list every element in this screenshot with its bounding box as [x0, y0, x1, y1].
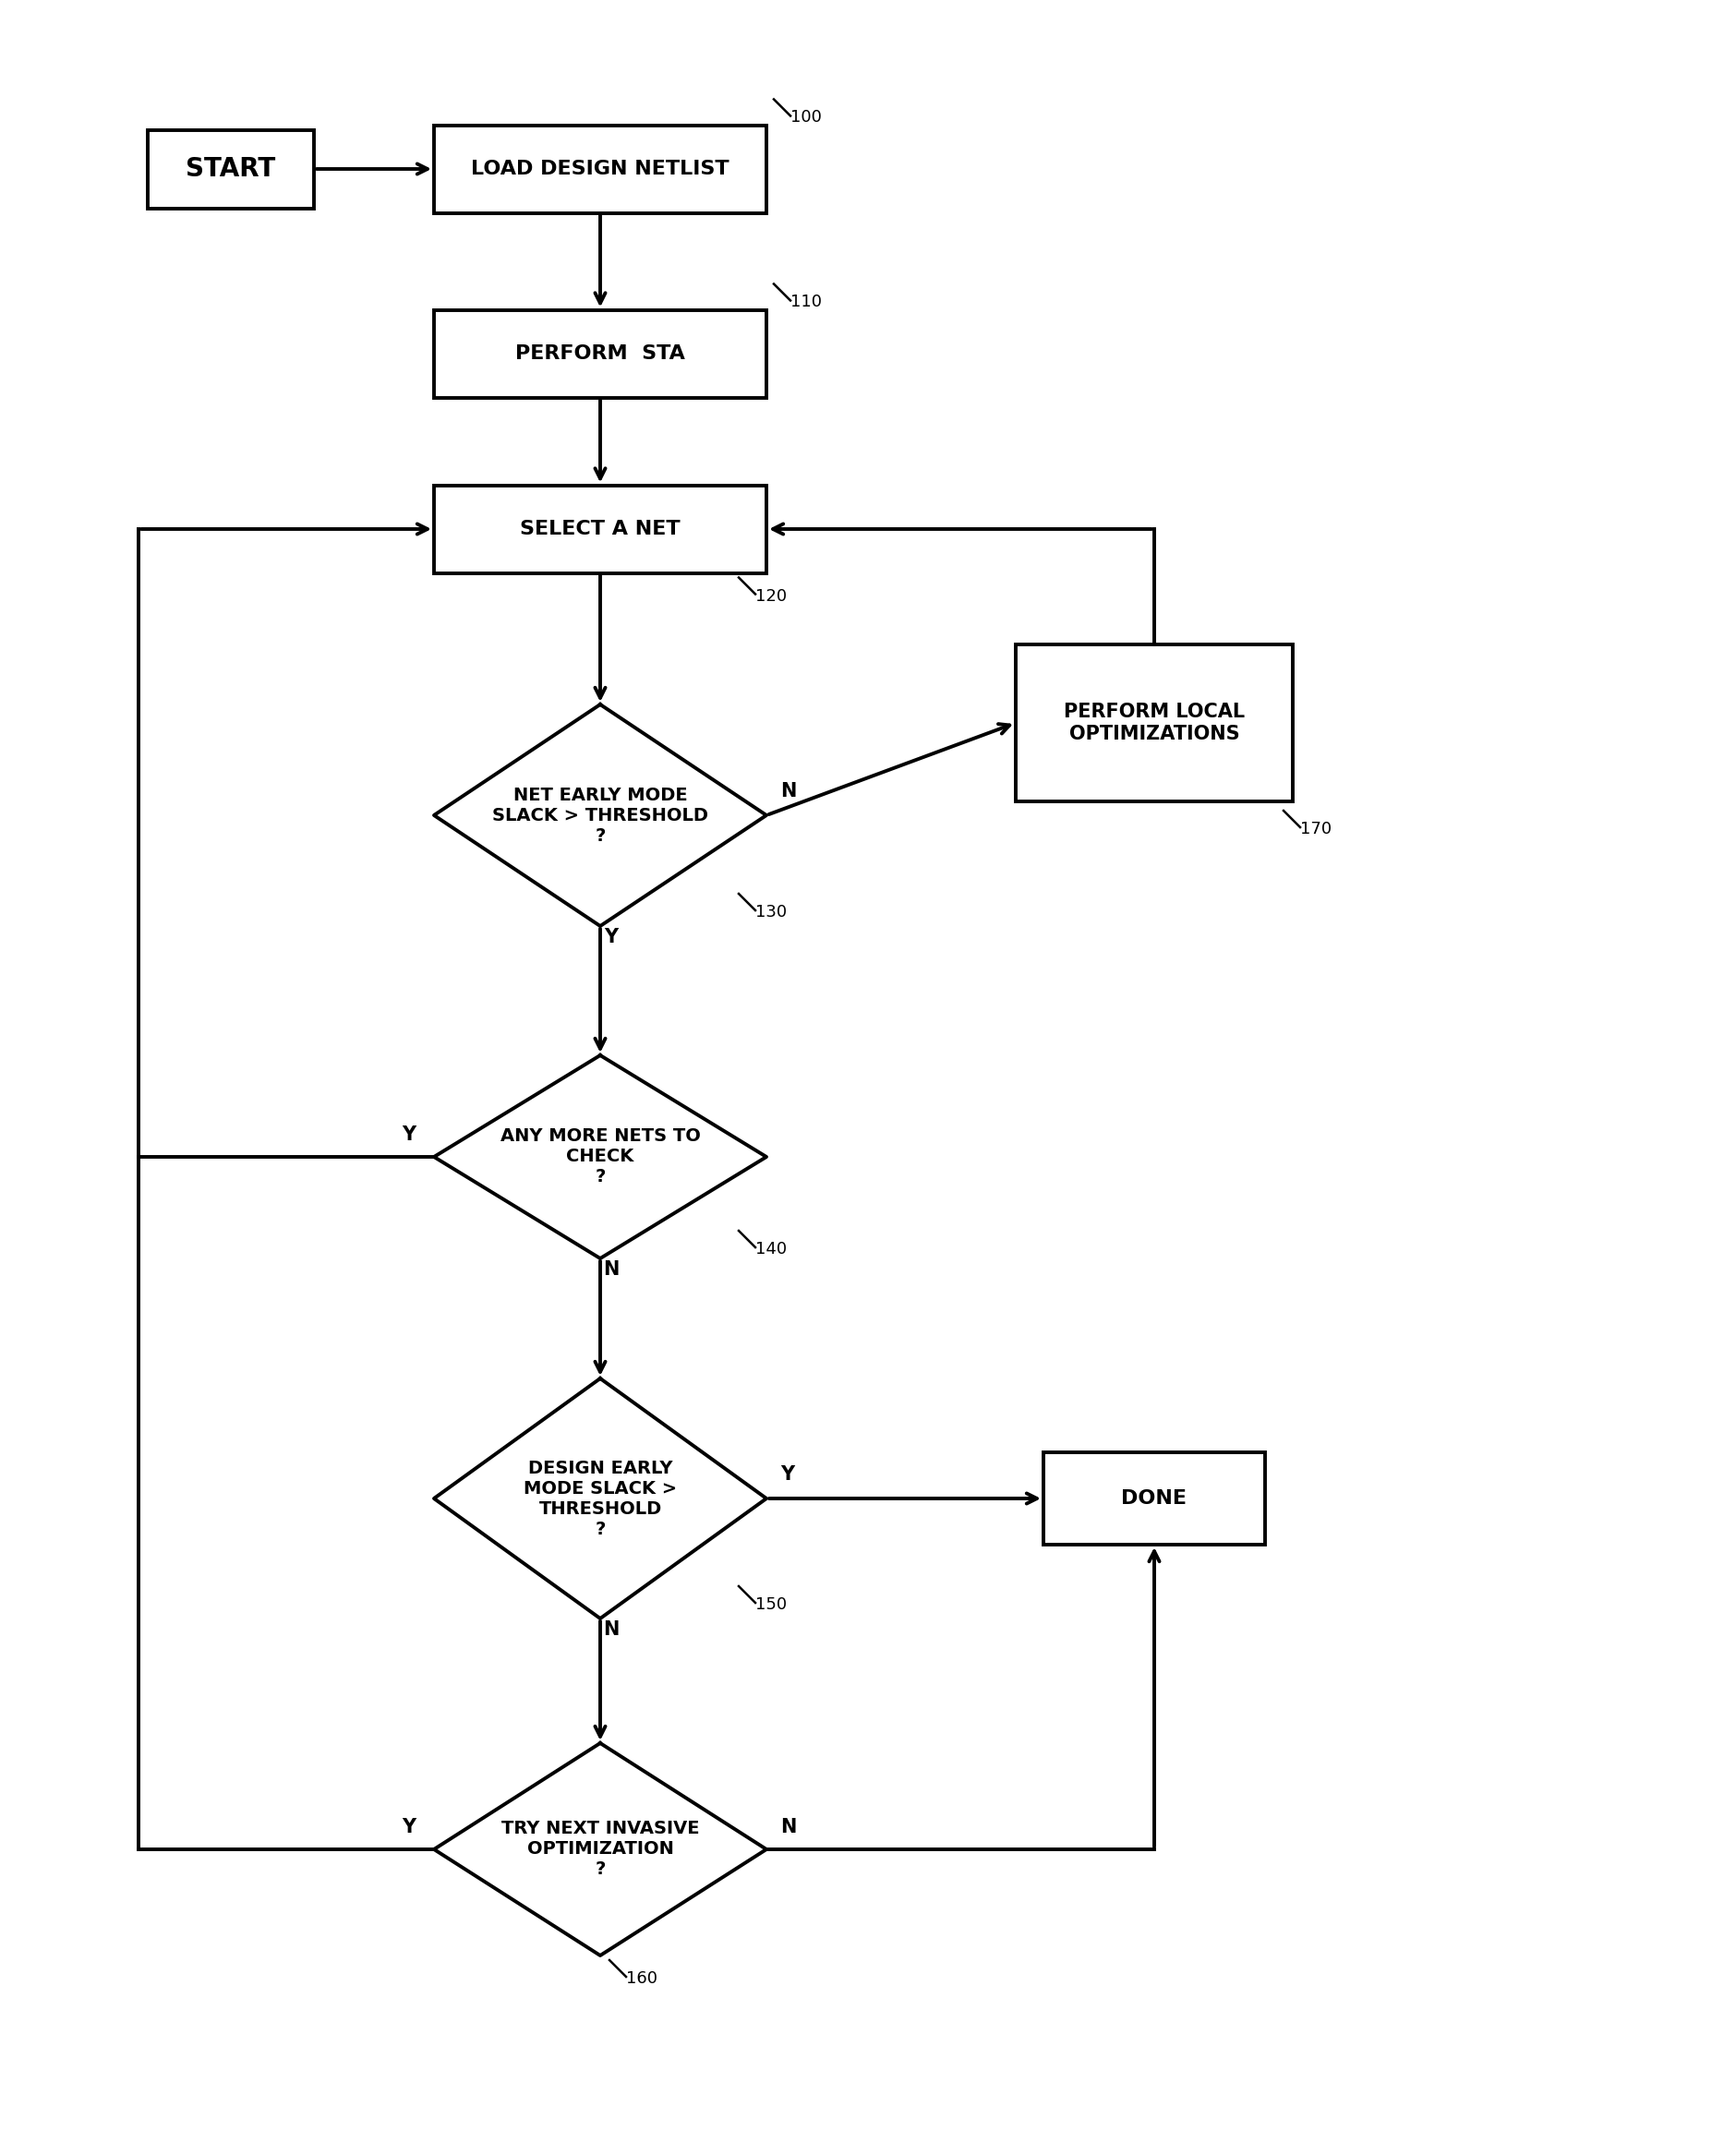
Text: PERFORM  STA: PERFORM STA: [516, 345, 684, 362]
Text: 120: 120: [755, 588, 786, 605]
Text: LOAD DESIGN NETLIST: LOAD DESIGN NETLIST: [470, 159, 729, 179]
Text: N: N: [602, 1260, 620, 1279]
Text: SELECT A NET: SELECT A NET: [519, 519, 681, 538]
Text: Y: Y: [401, 1818, 415, 1837]
FancyBboxPatch shape: [148, 129, 314, 209]
Text: 170: 170: [1300, 821, 1332, 838]
Text: 110: 110: [790, 295, 821, 310]
Text: DONE: DONE: [1121, 1488, 1186, 1508]
Text: PERFORM LOCAL
OPTIMIZATIONS: PERFORM LOCAL OPTIMIZATIONS: [1062, 702, 1245, 743]
Text: N: N: [779, 782, 795, 801]
Text: NET EARLY MODE
SLACK > THRESHOLD
?: NET EARLY MODE SLACK > THRESHOLD ?: [491, 786, 708, 844]
Text: 100: 100: [790, 110, 821, 127]
Text: Y: Y: [401, 1127, 415, 1144]
Text: 140: 140: [755, 1241, 786, 1258]
FancyBboxPatch shape: [434, 125, 766, 213]
Text: N: N: [779, 1818, 795, 1837]
Text: START: START: [186, 155, 276, 181]
FancyBboxPatch shape: [1016, 644, 1292, 801]
Text: 160: 160: [625, 1971, 658, 1986]
FancyBboxPatch shape: [434, 485, 766, 573]
FancyBboxPatch shape: [434, 310, 766, 398]
Text: DESIGN EARLY
MODE SLACK >
THRESHOLD
?: DESIGN EARLY MODE SLACK > THRESHOLD ?: [523, 1458, 677, 1538]
Text: TRY NEXT INVASIVE
OPTIMIZATION
?: TRY NEXT INVASIVE OPTIMIZATION ?: [502, 1820, 700, 1878]
Text: N: N: [602, 1620, 620, 1639]
Text: Y: Y: [779, 1465, 793, 1484]
Text: 130: 130: [755, 905, 786, 920]
Text: Y: Y: [604, 928, 618, 946]
Text: 150: 150: [755, 1596, 786, 1613]
Text: ANY MORE NETS TO
CHECK
?: ANY MORE NETS TO CHECK ?: [500, 1129, 700, 1187]
FancyBboxPatch shape: [1043, 1452, 1264, 1544]
